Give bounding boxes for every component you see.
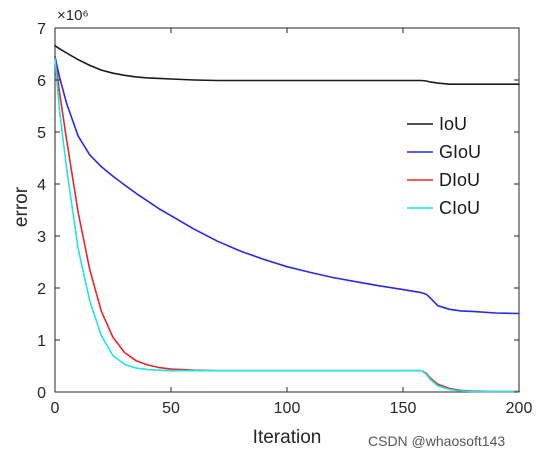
x-tick-label: 50 <box>162 400 180 417</box>
legend-label-iou: IoU <box>439 114 467 134</box>
series-line-ciou <box>54 58 520 393</box>
y-tick-label: 3 <box>37 229 46 246</box>
y-axis-multiplier: ×10⁶ <box>57 7 89 24</box>
plot-area <box>54 27 520 393</box>
x-tick-label: 150 <box>390 400 417 417</box>
y-tick-label: 2 <box>37 281 46 298</box>
legend-label-giou: GIoU <box>439 142 481 162</box>
x-tick-label: 100 <box>274 400 301 417</box>
legend-label-ciou: CIoU <box>439 198 480 218</box>
y-tick-label: 1 <box>37 333 46 350</box>
watermark: CSDN @whaosoft143 <box>368 433 505 449</box>
y-tick-label: 7 <box>37 21 46 38</box>
series-line-giou <box>54 55 520 315</box>
y-axis-label: error <box>11 186 32 227</box>
axes-layer: 0 50 100 150 200 0 1 2 3 4 5 6 7 <box>37 21 532 417</box>
x-axis-label: Iteration <box>253 427 322 448</box>
x-tick-label: 200 <box>506 400 533 417</box>
y-tick-label: 4 <box>37 177 46 194</box>
plot-frame <box>54 27 520 393</box>
y-tick-label: 6 <box>37 73 46 90</box>
legend-label-diou: DIoU <box>439 170 480 190</box>
series-layer <box>54 44 520 393</box>
y-tick-label: 5 <box>37 125 46 142</box>
series-line-iou <box>54 44 520 85</box>
legend: IoU GIoU DIoU CIoU <box>407 114 481 218</box>
x-tick-label: 0 <box>51 400 60 417</box>
y-tick-label: 0 <box>37 385 46 402</box>
